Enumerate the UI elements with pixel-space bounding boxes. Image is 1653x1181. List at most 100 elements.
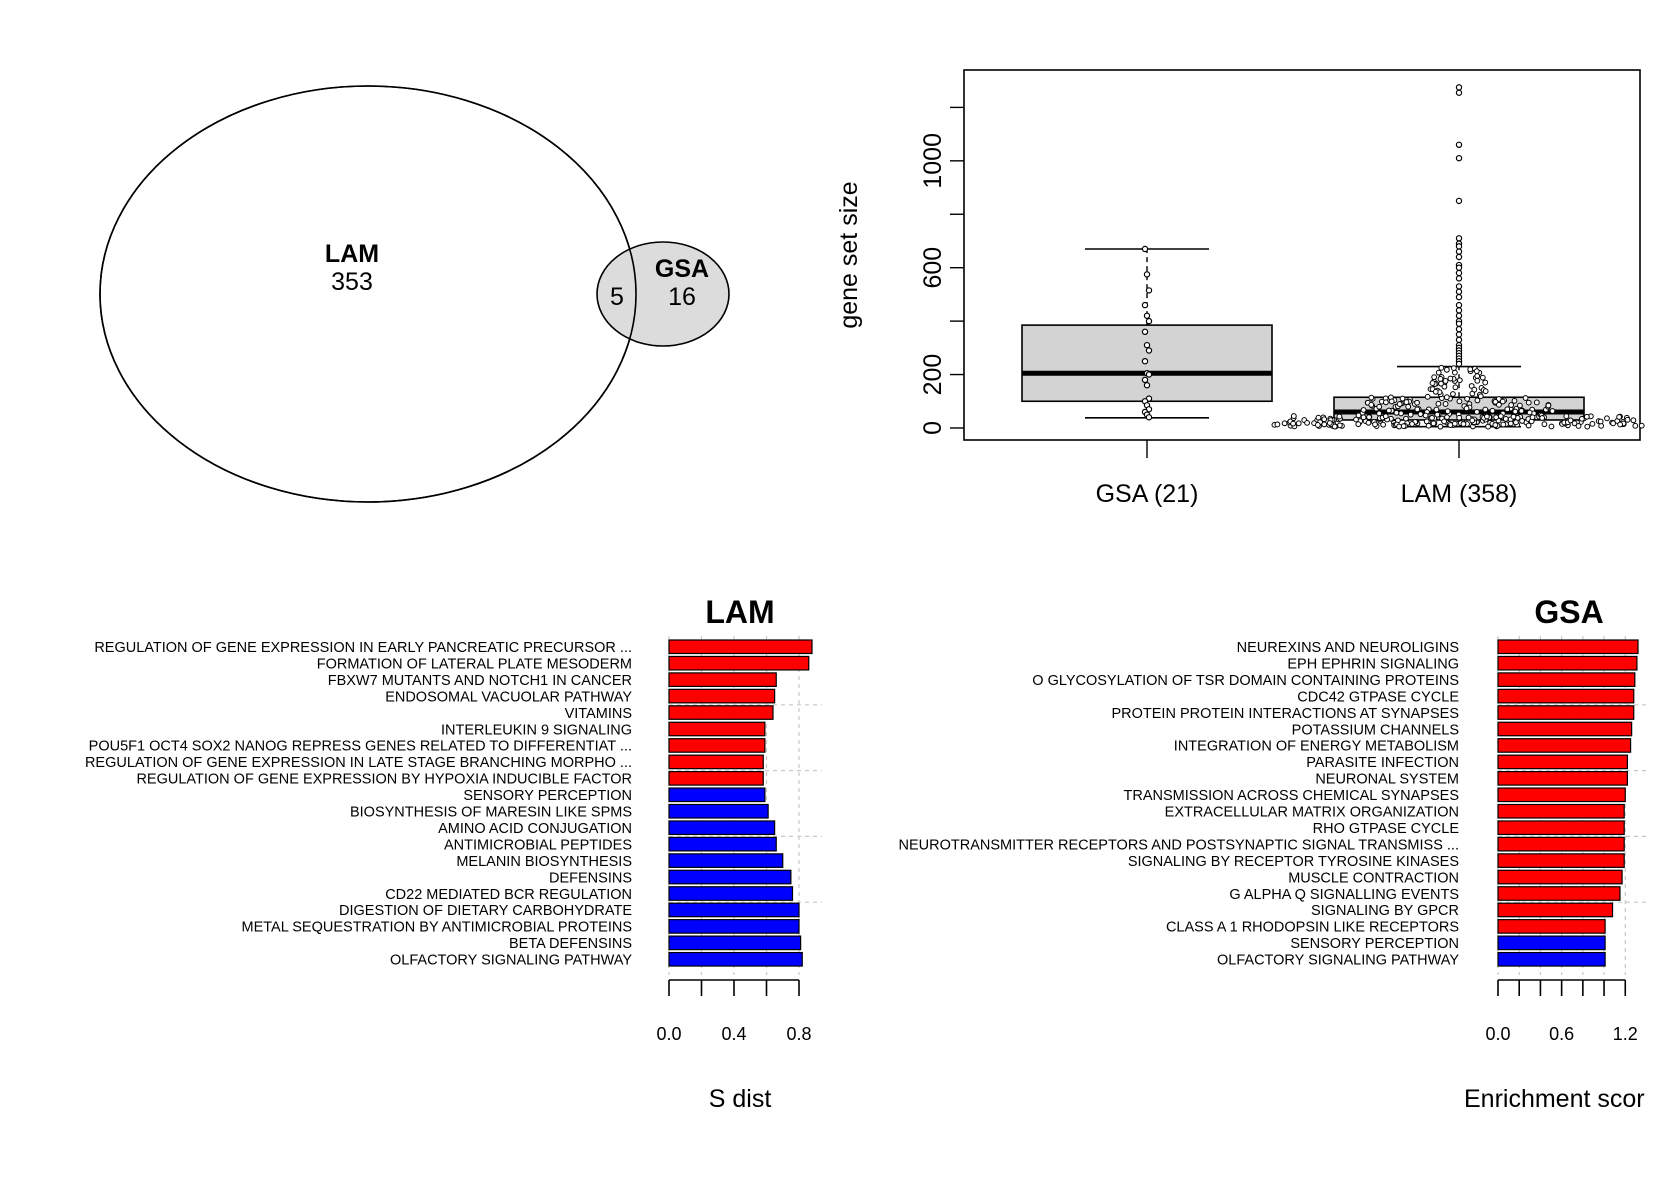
boxplot-outlier: [1455, 235, 1463, 242]
boxplot-swarm-point: [1474, 377, 1481, 384]
boxplot-swarm-point: [1441, 418, 1448, 425]
boxplot-swarm-point: [1482, 379, 1489, 386]
lam-bar-label: AMINO ACID CONJUGATION: [438, 821, 632, 837]
gsa-bar: [1497, 820, 1625, 836]
venn-gsa-count: 16: [668, 283, 696, 311]
boxplot-outlier: [1455, 275, 1463, 282]
boxplot-swarm-point: [1281, 420, 1288, 427]
boxplot-swarm-point: [1518, 407, 1525, 414]
boxplot-outlier: [1455, 325, 1463, 333]
lam-bar: [668, 919, 800, 934]
boxplot-swarm-point: [1539, 415, 1546, 421]
boxplot-outlier: [1455, 264, 1463, 271]
lam-bar-label: BIOSYNTHESIS OF MARESIN LIKE SPMS: [350, 805, 632, 821]
boxplot-swarm-point: [1492, 398, 1499, 405]
boxplot-outlier: [1455, 360, 1463, 368]
venn-lam-label: LAM: [325, 240, 379, 268]
boxplot-swarm-point: [1508, 402, 1515, 408]
lam-bar-label: REGULATION OF GENE EXPRESSION IN LATE ST…: [85, 755, 632, 771]
boxplot-swarm-point: [1492, 422, 1499, 428]
boxplot-swarm-point: [1525, 422, 1532, 429]
boxplot-point: [1143, 312, 1151, 319]
boxplot-swarm-point: [1444, 408, 1451, 415]
boxplot-swarm-point: [1541, 421, 1548, 428]
boxplot-swarm-point: [1460, 421, 1467, 427]
boxplot-point: [1143, 271, 1151, 278]
gsa-axis-tick-label: 0.0: [1485, 1024, 1510, 1044]
gsa-bar: [1497, 754, 1628, 770]
boxplot-chart: gene set size 0 200 600 1000 GSA (21) LAM (3…: [835, 69, 1645, 508]
boxplot-swarm-point: [1597, 418, 1604, 425]
boxplot-swarm-point: [1533, 399, 1540, 406]
boxplot-swarm-point: [1368, 394, 1375, 401]
lam-bar: [668, 672, 777, 688]
boxplot-swarm-point: [1471, 386, 1478, 393]
lam-bar: [668, 836, 777, 852]
boxplot-swarm-point: [1444, 414, 1450, 421]
lam-bar-label: VITAMINS: [565, 706, 632, 722]
gsa-bar-label: CLASS A 1 RHODOPSIN LIKE RECEPTORS: [1166, 920, 1459, 936]
boxplot-swarm-point: [1443, 394, 1450, 401]
boxplot-point: [1141, 357, 1149, 365]
boxplot-swarm-point: [1452, 384, 1459, 391]
lam-bar: [668, 705, 774, 720]
gsa-bar-label: SENSORY PERCEPTION: [1290, 936, 1459, 952]
boxplot-swarm-point: [1429, 380, 1436, 386]
boxplot-swarm-point: [1464, 395, 1470, 402]
boxplot-point: [1145, 317, 1153, 325]
boxplot-swarm-point: [1433, 406, 1440, 413]
gsa-bar-label: G ALPHA Q SIGNALLING EVENTS: [1229, 887, 1459, 903]
boxplot-point: [1145, 347, 1153, 354]
gsa-bar-label: PROTEIN PROTEIN INTERACTIONS AT SYNAPSES: [1111, 706, 1459, 722]
boxplot-point: [1141, 328, 1149, 336]
boxplot-swarm-point: [1510, 413, 1517, 420]
boxplot-swarm-point: [1437, 423, 1444, 430]
gsa-axis-tick-label: 0.6: [1549, 1024, 1574, 1044]
boxplot-swarm-point: [1483, 413, 1490, 420]
boxplot-point: [1143, 382, 1151, 389]
boxplot-swarm-point: [1380, 421, 1387, 428]
boxplot-swarm-point: [1450, 391, 1456, 397]
boxplot-swarm-point: [1414, 406, 1421, 413]
boxplot-point: [1141, 376, 1149, 384]
boxplot-swarm-point: [1575, 423, 1582, 429]
boxplot-swarm-point: [1511, 397, 1518, 404]
boxplot-swarm-point: [1372, 421, 1378, 428]
boxplot-swarm-point: [1545, 402, 1552, 409]
boxplot-swarm-point: [1485, 423, 1492, 430]
boxplot-swarm-point: [1437, 376, 1444, 382]
boxplot-outlier: [1455, 253, 1463, 261]
boxplot-swarm-point: [1489, 407, 1496, 414]
lam-bar-title: LAM: [705, 594, 774, 630]
boxplot-swarm-point: [1331, 423, 1338, 430]
lam-bars: [668, 639, 813, 967]
boxplot-swarm-point: [1567, 417, 1574, 424]
boxplot-swarm-point: [1321, 416, 1328, 423]
boxplot-swarm-point: [1290, 413, 1297, 419]
gsa-bar-label: NEUREXINS AND NEUROLIGINS: [1237, 640, 1459, 656]
boxplot-swarm-point: [1517, 402, 1523, 409]
gsa-bar: [1497, 886, 1621, 901]
boxplot-swarm-point: [1630, 417, 1637, 424]
gsa-bar-label: NEUROTRANSMITTER RECEPTORS AND POSTSYNAP…: [899, 837, 1460, 853]
gsa-bar: [1497, 869, 1623, 885]
boxplot-swarm-point: [1456, 414, 1463, 421]
gsa-bar: [1497, 770, 1628, 786]
boxplot-y-tick-label: 0: [919, 421, 947, 435]
gsa-bar: [1497, 951, 1606, 967]
boxplot-swarm-point: [1360, 414, 1367, 421]
boxplot-swarm-point: [1549, 408, 1556, 414]
gsa-bar: [1497, 935, 1606, 951]
boxplot-swarm-point: [1513, 419, 1519, 426]
gsa-bar: [1497, 803, 1625, 819]
boxplot-outlier: [1455, 89, 1463, 96]
boxplot-swarm-point: [1604, 415, 1610, 422]
boxplot-swarm-point: [1442, 401, 1449, 407]
gsa-bar: [1497, 705, 1635, 720]
boxplot-swarm-point: [1624, 416, 1631, 423]
lam-bar: [668, 738, 766, 753]
boxplot-point: [1141, 245, 1149, 253]
gsa-bar-label: CDC42 GTPASE CYCLE: [1297, 689, 1459, 705]
lam-bar-label: SENSORY PERCEPTION: [463, 788, 632, 804]
boxplot-swarm-point: [1304, 419, 1310, 426]
